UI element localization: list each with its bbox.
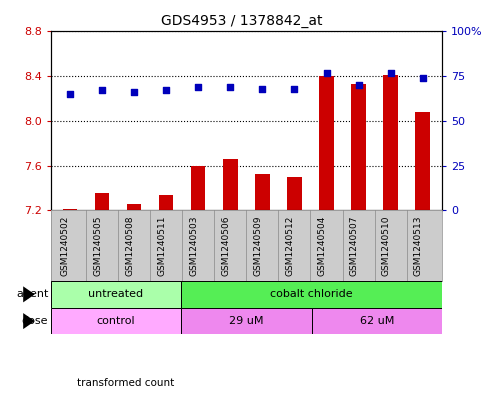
Bar [181,308,312,334]
Text: GSM1240512: GSM1240512 [285,216,295,276]
Text: 29 uM: 29 uM [229,316,264,326]
Bar [255,174,270,210]
Bar [51,281,181,308]
Text: untreated: untreated [88,289,143,299]
Point [419,75,426,81]
Bar [415,112,430,210]
Text: GDS4953 / 1378842_at: GDS4953 / 1378842_at [161,14,322,28]
Text: cobalt chloride: cobalt chloride [270,289,353,299]
Bar [127,204,142,210]
Text: agent: agent [16,289,48,299]
Point [66,91,74,97]
Bar [191,165,205,210]
Bar [312,308,442,334]
Bar [287,177,302,210]
Bar [51,308,181,334]
Point [323,70,330,76]
Bar [95,193,109,210]
Text: GSM1240504: GSM1240504 [317,216,327,276]
Text: GSM1240502: GSM1240502 [61,216,70,276]
Bar [159,195,173,210]
Bar [384,75,398,210]
Bar [351,84,366,210]
Text: control: control [97,316,135,326]
Point [98,87,106,94]
Polygon shape [23,313,35,329]
Text: GSM1240507: GSM1240507 [350,216,358,276]
Bar [181,281,442,308]
Point [227,84,234,90]
Text: 62 uM: 62 uM [359,316,394,326]
Bar [319,76,334,210]
Point [291,86,298,92]
Point [355,82,362,88]
Point [387,70,395,76]
Bar [63,209,77,210]
Text: GSM1240509: GSM1240509 [254,216,262,276]
Text: GSM1240510: GSM1240510 [382,216,391,276]
Point [130,89,138,95]
Text: GSM1240511: GSM1240511 [157,216,166,276]
Polygon shape [23,286,35,302]
Text: GSM1240513: GSM1240513 [414,216,423,276]
Point [194,84,202,90]
Bar [223,159,238,210]
Text: GSM1240508: GSM1240508 [125,216,134,276]
Text: GSM1240505: GSM1240505 [93,216,102,276]
Point [162,87,170,94]
Text: GSM1240506: GSM1240506 [221,216,230,276]
Text: GSM1240503: GSM1240503 [189,216,198,276]
Point [258,86,266,92]
Text: dose: dose [22,316,48,326]
Text: transformed count: transformed count [77,378,174,388]
